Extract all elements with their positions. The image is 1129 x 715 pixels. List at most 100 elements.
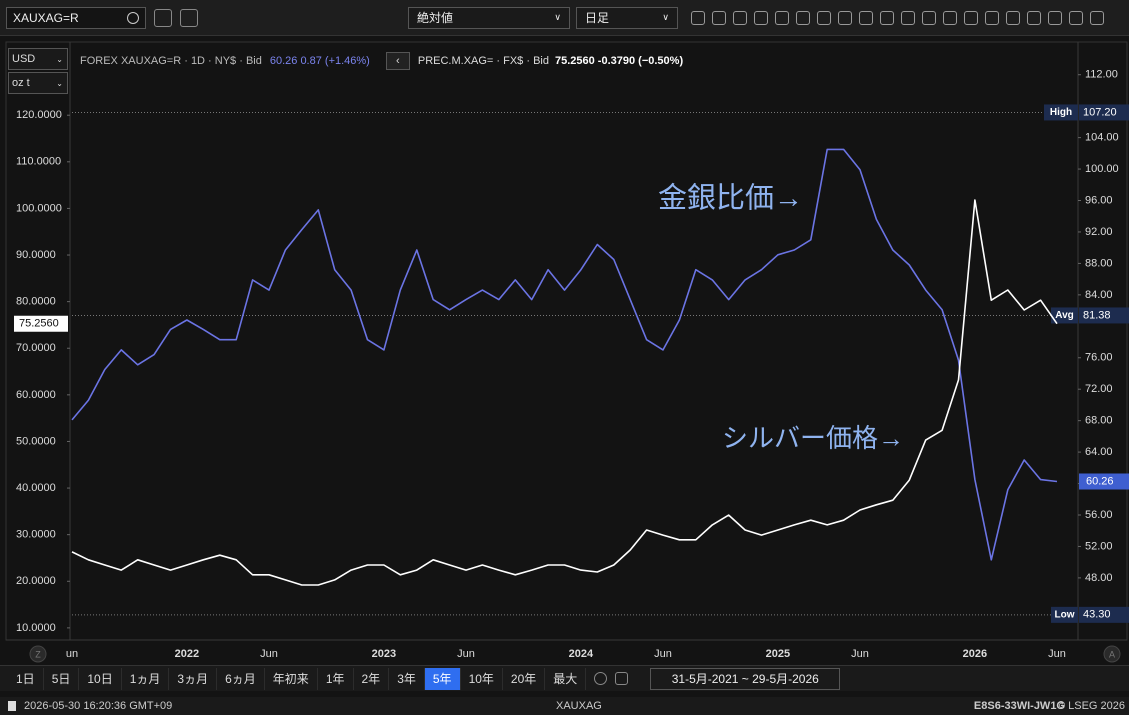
y2-tick-label: 96.00 [1085, 194, 1113, 206]
currency-select[interactable]: USD ⌄ [8, 48, 68, 70]
folder-icon[interactable] [180, 8, 198, 27]
y-tick-label: 40.0000 [16, 482, 56, 494]
y2-tick-label: 112.00 [1085, 69, 1118, 81]
tool-icon[interactable] [796, 10, 810, 25]
add-icon[interactable] [154, 8, 172, 27]
corner-button-label: A [1109, 649, 1115, 659]
y-tick-label: 110.0000 [16, 156, 61, 168]
corner-button[interactable] [1103, 645, 1121, 663]
period-button[interactable]: 1年 [318, 667, 354, 690]
chart-frame [5, 41, 1128, 641]
legend: FOREX XAUXAG=R · 1D · NY$ · Bid 60.26 0.… [80, 52, 683, 70]
tool-icon[interactable] [1069, 10, 1083, 25]
secondary-quote: 75.2560 -0.3790 (−0.50%) [554, 55, 684, 67]
y-tick-label: 50.0000 [16, 435, 56, 447]
period-button[interactable]: 3ヵ月 [169, 667, 218, 690]
interval-select[interactable]: 日足 ∨ [576, 6, 678, 29]
y-tick-label: 30.0000 [16, 529, 56, 541]
y2-tick-label: 104.00 [1085, 132, 1119, 144]
period-button[interactable]: 10年 [461, 667, 503, 690]
y2-tick-label: 52.00 [1085, 540, 1113, 552]
settings-icon[interactable] [594, 672, 608, 685]
y2-tick-label: 76.00 [1085, 352, 1113, 364]
ref-value-bg [1079, 307, 1129, 324]
last-value-bg [14, 315, 68, 332]
period-button[interactable]: 年初来 [265, 667, 318, 690]
y2-tick-label: 92.00 [1085, 226, 1113, 238]
tool-icon[interactable] [775, 10, 789, 25]
y-tick-label: 70.0000 [16, 342, 56, 354]
ref-label-bg [1044, 104, 1078, 121]
corner-button-label: Z [35, 649, 41, 659]
ref-badge: High 107.20 [1044, 104, 1129, 121]
period-button[interactable]: 5日 [44, 667, 80, 690]
tool-icon[interactable] [754, 10, 768, 25]
status-symbol: XAUXAG [556, 700, 602, 712]
copyright: © LSEG 2026 [1056, 700, 1125, 712]
date-range[interactable]: 31-5月-2021 ~ 29-5月-2026 [650, 667, 841, 690]
tool-icon[interactable] [1006, 10, 1020, 25]
y-tick-label: 60.0000 [16, 389, 56, 401]
tool-icon[interactable] [922, 10, 936, 25]
period-button[interactable]: 3年 [389, 667, 425, 690]
x-tick-label: Jun [1048, 648, 1066, 660]
toolbar: XAUXAG=R 絶対値 ∨ 日足 ∨ [0, 0, 1129, 36]
currency: USD [12, 53, 36, 65]
tool-icon[interactable] [880, 10, 894, 25]
x-tick-label: un [66, 648, 78, 660]
x-tick-label: Jun [851, 648, 869, 660]
tool-icon[interactable] [838, 10, 852, 25]
tool-icon[interactable] [943, 10, 957, 25]
tool-icon[interactable] [1048, 10, 1062, 25]
ref-label-bg [1051, 606, 1078, 623]
tool-icon[interactable] [691, 10, 705, 25]
tool-icon[interactable] [859, 10, 873, 25]
status-icon [8, 701, 16, 711]
unit-select[interactable]: oz t ⌄ [8, 72, 68, 94]
period-button[interactable]: 最大 [545, 667, 587, 690]
tool-icon[interactable] [712, 10, 726, 25]
tool-icon[interactable] [985, 10, 999, 25]
tool-icon[interactable] [817, 10, 831, 25]
y-tick-label: 80.0000 [16, 296, 56, 308]
x-tick-label: Jun [654, 648, 672, 660]
tool-icon[interactable] [1027, 10, 1041, 25]
mode-select[interactable]: 絶対値 ∨ [408, 6, 570, 29]
y-tick-label: 120.0000 [16, 109, 62, 121]
ref-value-bg [1079, 606, 1129, 623]
calendar-icon[interactable] [615, 672, 629, 685]
y-tick-label: 20.0000 [16, 575, 56, 587]
y2-tick-label: 100.00 [1085, 163, 1119, 175]
interval: 日足 [585, 11, 610, 25]
collapse-button[interactable]: ‹ [385, 52, 410, 70]
tool-icons [684, 10, 1104, 25]
period-button[interactable]: 1ヵ月 [122, 667, 170, 690]
ref-value: 107.20 [1083, 106, 1117, 118]
tool-icon[interactable] [901, 10, 915, 25]
symbol-search[interactable]: XAUXAG=R [6, 6, 146, 29]
x-tick-label: 2023 [372, 648, 396, 660]
tool-icon[interactable] [1090, 10, 1104, 25]
ref-badge: Avg 81.38 [1051, 307, 1129, 324]
ref-value-bg [1079, 104, 1129, 121]
last-value-label: 75.2560 [19, 318, 59, 330]
period-button[interactable]: 1日 [8, 667, 44, 690]
tool-icon[interactable] [964, 10, 978, 25]
corner-button[interactable] [29, 645, 47, 663]
x-tick-label: 2025 [766, 648, 790, 660]
period-bar: 1日 5日 10日 1ヵ月 3ヵ月 6ヵ月 年初来 1年 2年 3年 5年 10年 20年 最大 31-5月… [0, 665, 1129, 691]
period-button[interactable]: 5年 [424, 667, 461, 690]
tool-icon[interactable] [733, 10, 747, 25]
primary-desc: FOREX XAUXAG=R · 1D · NY$ · Bid [80, 55, 262, 67]
period-button[interactable]: 20年 [503, 667, 546, 690]
y2-tick-label: 48.00 [1085, 572, 1113, 584]
period-button[interactable]: 6ヵ月 [217, 667, 265, 690]
ref-value: 43.30 [1083, 609, 1111, 621]
y-tick-label: 90.0000 [16, 249, 56, 261]
period-button[interactable]: 10日 [79, 667, 122, 690]
y-tick-label: 100.0000 [16, 202, 62, 214]
last-value-bg [1079, 473, 1129, 490]
period-button[interactable]: 2年 [354, 667, 390, 690]
ref-label: Avg [1055, 310, 1074, 321]
unit-selectors: USD ⌄ oz t ⌄ [8, 48, 68, 96]
